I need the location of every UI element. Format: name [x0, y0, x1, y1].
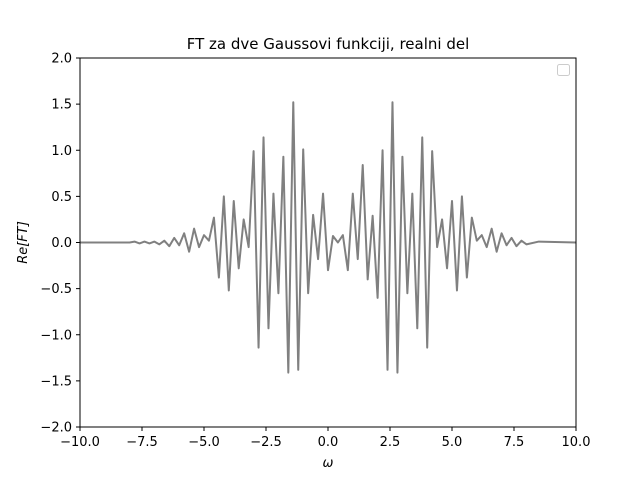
y-tick-label: −1.5 — [40, 374, 72, 389]
chart-title: FT za dve Gaussovi funkciji, realni del — [187, 35, 470, 53]
x-tick-label: −5.0 — [188, 435, 220, 450]
y-axis-label: Re[FT] — [16, 221, 31, 264]
axes-frame — [79, 57, 577, 428]
plot-area — [80, 101, 577, 374]
x-axis-label: ω — [323, 456, 334, 471]
y-tick-label: −0.5 — [40, 282, 72, 297]
x-tick-label: 2.5 — [380, 435, 401, 450]
y-tick-label: 1.0 — [51, 144, 72, 159]
x-tick-label: −7.5 — [126, 435, 158, 450]
legend-box — [557, 64, 570, 76]
y-tick-label: −1.0 — [40, 328, 72, 343]
x-tick-label: −2.5 — [250, 435, 282, 450]
y-tick-label: 1.5 — [51, 98, 72, 113]
y-axis: −2.0 −1.5 −1.0 −0.5 0.0 0.5 1.0 1.5 2.0 — [40, 52, 80, 436]
x-tick-label: −10.0 — [60, 435, 100, 450]
series-line-0 — [80, 101, 577, 374]
y-tick-label: −2.0 — [40, 421, 72, 436]
x-tick-label: 5.0 — [442, 435, 463, 450]
x-tick-label: 0.0 — [318, 435, 339, 450]
y-tick-label: 0.0 — [51, 236, 72, 251]
x-tick-label: 7.5 — [504, 435, 525, 450]
y-tick-label: 0.5 — [51, 190, 72, 205]
y-tick-label: 2.0 — [51, 52, 72, 67]
x-tick-label: 10.0 — [562, 435, 591, 450]
x-axis: −10.0 −7.5 −5.0 −2.5 0.0 2.5 5.0 7.5 10.0 — [60, 427, 590, 450]
